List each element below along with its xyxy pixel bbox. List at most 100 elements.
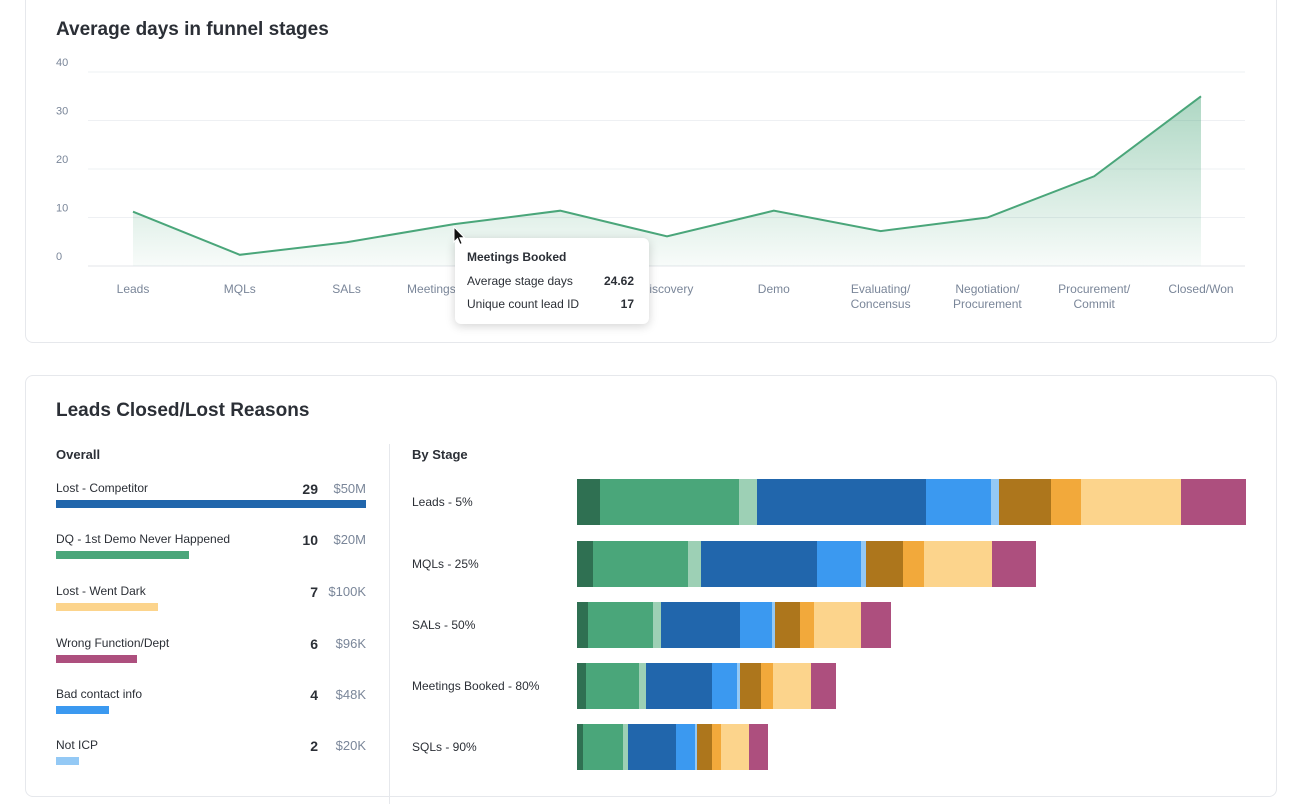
reason-bar [56,551,189,559]
x-tick-label: Procurement/Commit [1058,282,1131,311]
bar-segment[interactable] [676,724,695,770]
bar-segment[interactable] [688,541,701,587]
reason-amount: $20K [335,738,366,753]
tooltip-row: Average stage days 24.62 [467,274,637,288]
reason-bar [56,655,137,663]
overall-reason-row[interactable]: Bad contact info 4 $48K [56,687,366,739]
bar-segment[interactable] [588,602,653,648]
bar-segment[interactable] [773,663,811,709]
bar-segment[interactable] [701,541,817,587]
tooltip-title: Meetings Booked [467,250,567,264]
bar-segment[interactable] [861,602,891,648]
area-fill [133,96,1201,266]
funnel-stages-card: Average days in funnel stages [25,0,1277,343]
tooltip-row-value: 24.62 [603,274,634,288]
bar-segment[interactable] [623,724,628,770]
bar-segment[interactable] [737,663,740,709]
bar-segment[interactable] [811,663,836,709]
reason-count: 7 [310,584,318,600]
y-tick-label: 0 [56,251,62,263]
by-stage-section-label: By Stage [412,447,468,462]
bar-segment[interactable] [992,541,1036,587]
reason-label: Bad contact info [56,687,143,701]
bar-segment[interactable] [861,541,866,587]
reasons-card-title: Leads Closed/Lost Reasons [56,400,310,421]
bar-segment[interactable] [577,663,586,709]
bar-segment[interactable] [577,602,588,648]
reason-count: 10 [302,532,318,548]
bar-segment[interactable] [866,541,903,587]
reason-count: 6 [310,636,318,652]
reason-label: DQ - 1st Demo Never Happened [56,532,231,546]
tooltip-row-value: 17 [620,297,634,311]
bar-segment[interactable] [749,724,768,770]
x-tick-label: Discovery [641,282,694,296]
bar-segment[interactable] [712,663,737,709]
bar-segment[interactable] [926,479,991,525]
bar-segment[interactable] [999,479,1051,525]
series-line [132,95,1202,256]
y-tick-label: 40 [56,57,68,69]
reason-amount: $48K [335,687,366,702]
bar-segment[interactable] [903,541,924,587]
bar-segment[interactable] [772,602,775,648]
bar-segment[interactable] [646,663,712,709]
reason-amount: $50M [333,481,366,496]
bar-segment[interactable] [761,663,773,709]
bar-segment[interactable] [583,724,623,770]
bar-segment[interactable] [628,724,676,770]
bar-segment[interactable] [740,663,761,709]
bar-segment[interactable] [817,541,861,587]
bar-segment[interactable] [1181,479,1246,525]
bar-segment[interactable] [721,724,749,770]
overall-reason-row[interactable]: Lost - Competitor 29 $50M [56,481,366,533]
bar-segment[interactable] [653,602,661,648]
bar-segment[interactable] [661,602,740,648]
funnel-card-title: Average days in funnel stages [56,19,329,40]
overall-reason-row[interactable]: Not ICP 2 $20K [56,738,366,790]
bar-segment[interactable] [577,724,583,770]
bar-segment[interactable] [739,479,757,525]
x-tick-label: Evaluating/Concensus [851,282,911,311]
bar-segment[interactable] [775,602,800,648]
bar-segment[interactable] [924,541,992,587]
bar-segment[interactable] [577,479,600,525]
bar-segment[interactable] [1081,479,1181,525]
stage-stacked-bar[interactable] [577,663,836,709]
bar-segment[interactable] [639,663,646,709]
bar-segment[interactable] [814,602,861,648]
stage-stacked-bar[interactable] [577,602,891,648]
bar-segment[interactable] [757,479,926,525]
bar-segment[interactable] [600,479,739,525]
bar-segment[interactable] [697,724,712,770]
stage-stacked-bar[interactable] [577,479,1246,525]
reason-label: Lost - Went Dark [56,584,146,598]
bar-segment[interactable] [740,602,772,648]
overall-reason-row[interactable]: Lost - Went Dark 7 $100K [56,584,366,636]
reason-count: 29 [302,481,318,497]
bar-segment[interactable] [1051,479,1081,525]
overall-reason-row[interactable]: Wrong Function/Dept 6 $96K [56,636,366,688]
bar-segment[interactable] [991,479,999,525]
bar-segment[interactable] [586,663,639,709]
bar-segment[interactable] [695,724,697,770]
stage-stacked-bar[interactable] [577,541,1036,587]
bar-segment[interactable] [593,541,688,587]
tooltip-row-label: Average stage days [467,274,573,288]
y-tick-label: 20 [56,154,68,166]
stage-stacked-bar[interactable] [577,724,768,770]
x-tick-label: MQLs [224,282,256,296]
stage-label: MQLs - 25% [412,557,479,571]
x-tick-label: Closed/Won [1168,282,1233,296]
overall-reason-row[interactable]: DQ - 1st Demo Never Happened 10 $20M [56,532,366,584]
chart-tooltip: Meetings Booked Average stage days 24.62… [455,238,649,324]
x-tick-label: Leads [117,282,150,296]
bar-segment[interactable] [577,541,593,587]
stage-label: SQLs - 90% [412,740,477,754]
bar-segment[interactable] [800,602,814,648]
bar-segment[interactable] [712,724,721,770]
x-tick-label: SALs [332,282,361,296]
x-tick-label: Demo [758,282,790,296]
